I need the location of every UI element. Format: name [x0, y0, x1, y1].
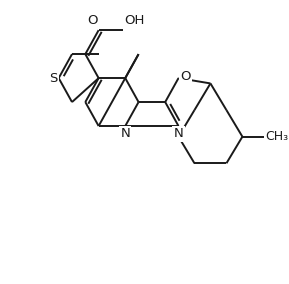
Text: O: O [87, 14, 97, 27]
Text: S: S [49, 72, 57, 85]
Text: N: N [174, 127, 184, 140]
Text: OH: OH [124, 14, 144, 27]
Text: O: O [180, 70, 190, 83]
Text: CH₃: CH₃ [265, 130, 288, 143]
Text: N: N [121, 127, 130, 140]
